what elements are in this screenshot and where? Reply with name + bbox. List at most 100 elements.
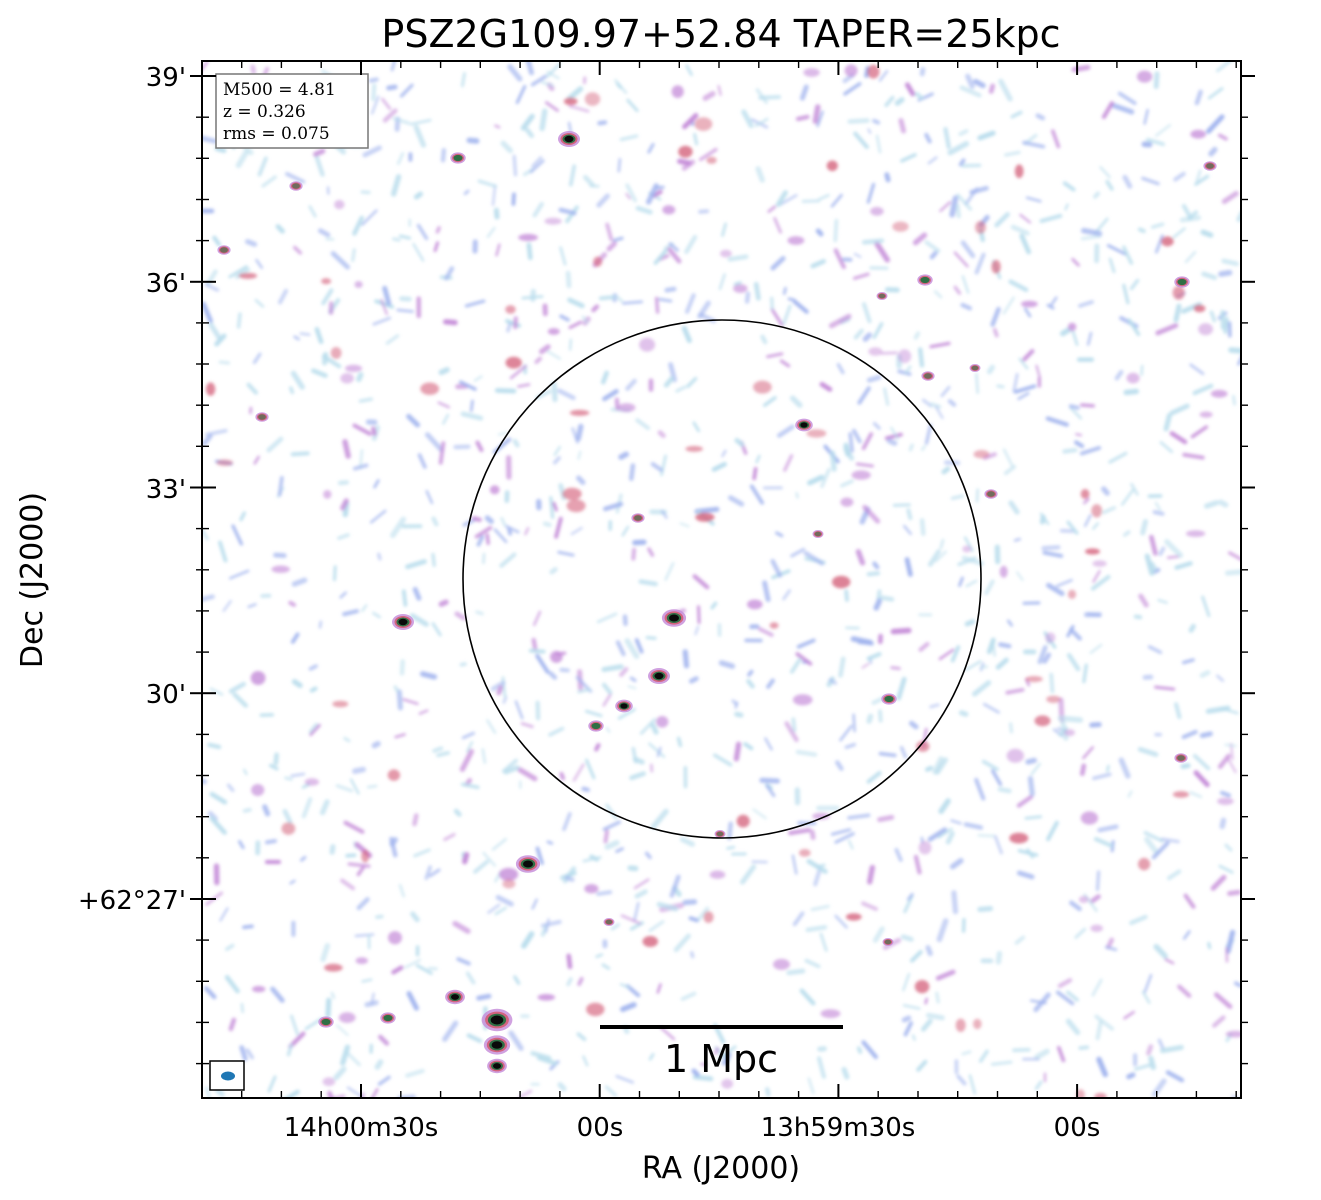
plot-area (202, 61, 1241, 1098)
noise-blob (506, 322, 512, 333)
noise-blob (412, 242, 425, 262)
noise-blob (947, 140, 970, 156)
noise-blob (614, 79, 628, 94)
noise-patch (773, 958, 790, 970)
noise-blob (1016, 870, 1035, 880)
noise-blob (958, 158, 966, 167)
noise-blob (766, 352, 784, 359)
radio-source (881, 693, 897, 705)
noise-blob (466, 137, 480, 144)
noise-blob (413, 124, 427, 148)
noise-blob (933, 290, 943, 299)
noise-blob (964, 187, 979, 206)
noise-blob (288, 600, 297, 607)
noise-blob (477, 179, 498, 188)
noise-blob (392, 237, 401, 242)
noise-blob (998, 78, 1013, 102)
noise-blob (1180, 763, 1191, 769)
noise-blob (202, 594, 215, 602)
noise-blob (833, 248, 846, 270)
source-contour (591, 722, 601, 730)
noise-blob (238, 840, 245, 850)
noise-blob (500, 140, 513, 154)
noise-blob (228, 681, 247, 694)
noise-patch (918, 841, 932, 855)
noise-blob (1049, 672, 1055, 694)
noise-patch (499, 867, 519, 881)
noise-blob (1219, 817, 1227, 830)
noise-blob (675, 385, 687, 393)
noise-blob (509, 365, 527, 380)
noise-blob (924, 423, 933, 445)
noise-blob (908, 443, 914, 452)
noise-blob (253, 455, 260, 465)
noise-blob (1039, 213, 1063, 223)
noise-blob (1006, 619, 1013, 627)
radio-source (445, 989, 465, 1005)
noise-blob (656, 901, 679, 912)
noise-blob (551, 381, 558, 403)
noise-patch (388, 931, 402, 945)
noise-blob (685, 293, 696, 314)
radio-source (882, 938, 894, 946)
noise-blob (454, 611, 467, 621)
noise-blob (577, 976, 584, 986)
noise-blob (632, 539, 647, 546)
noise-blob (1108, 451, 1128, 464)
noise-patch (892, 221, 909, 232)
noise-patch (216, 459, 233, 467)
noise-blob (534, 356, 543, 364)
noise-blob (313, 148, 326, 157)
noise-blob (902, 972, 911, 992)
noise-blob (953, 285, 962, 295)
noise-blob (1190, 425, 1209, 439)
noise-patch (1126, 372, 1140, 384)
noise-blob (1130, 482, 1139, 496)
noise-blob (829, 450, 837, 472)
noise-blob (290, 1014, 299, 1036)
noise-blob (799, 84, 809, 101)
noise-patch (584, 92, 601, 106)
noise-blob (920, 1018, 933, 1032)
noise-blob (546, 840, 554, 845)
noise-blob (1013, 384, 1037, 394)
noise-blob (836, 363, 845, 375)
noise-blob (284, 776, 293, 781)
noise-blob (465, 971, 476, 985)
noise-blob (1086, 331, 1093, 346)
noise-blob (291, 577, 308, 587)
noise-blob (974, 252, 986, 275)
noise-blob (1153, 71, 1160, 90)
noise-blob (531, 898, 538, 910)
noise-blob (521, 295, 544, 300)
noise-patch (593, 256, 603, 267)
noise-blob (913, 331, 921, 340)
noise-blob (1057, 978, 1073, 989)
noise-blob (961, 1050, 972, 1056)
noise-blob (286, 1043, 293, 1057)
noise-blob (565, 270, 572, 289)
y-tick-label: 33' (146, 475, 186, 505)
noise-blob (202, 135, 219, 144)
noise-blob (1164, 958, 1175, 965)
noise-blob (1148, 1055, 1157, 1071)
noise-blob (352, 215, 364, 236)
noise-blob (431, 622, 442, 637)
noise-blob (765, 784, 776, 798)
noise-patch (973, 450, 990, 459)
noise-blob (867, 128, 872, 134)
noise-patch (547, 328, 560, 335)
noise-blob (431, 552, 436, 567)
noise-blob (380, 298, 388, 316)
noise-blob (943, 127, 951, 150)
noise-blob (500, 516, 507, 527)
noise-blob (755, 454, 761, 464)
noise-blob (557, 550, 575, 557)
noise-blob (1027, 775, 1035, 797)
noise-blob (596, 890, 613, 896)
noise-blob (269, 763, 279, 771)
noise-blob (1167, 869, 1182, 881)
noise-blob (546, 70, 560, 80)
noise-blob (404, 958, 422, 969)
noise-blob (239, 511, 246, 522)
